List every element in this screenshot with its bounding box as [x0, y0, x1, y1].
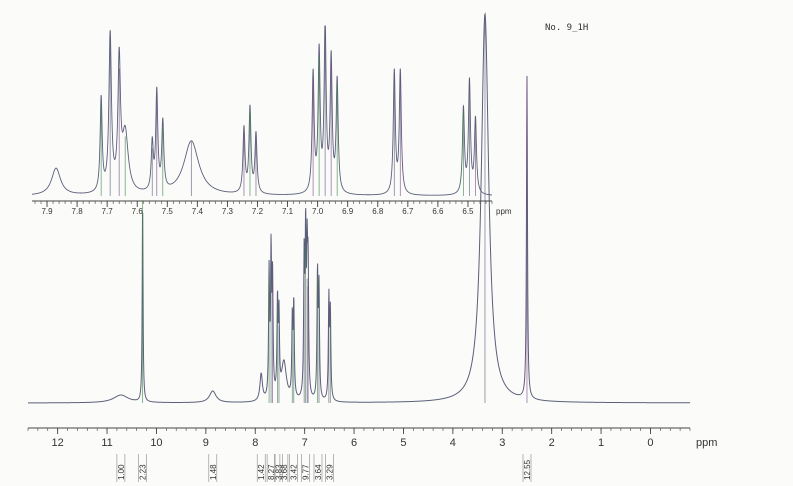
integral-value: 3.83 — [275, 464, 284, 480]
x-tick-label: 7.3 — [222, 207, 234, 216]
x-tick-label: 10 — [150, 437, 162, 449]
integral-marker: 3.42 — [288, 454, 298, 482]
x-tick-label: 11 — [101, 437, 112, 449]
x-tick-label: 7.1 — [282, 207, 294, 216]
x-tick-label: 0 — [647, 437, 653, 449]
x-tick-label: 6.6 — [432, 207, 444, 216]
integral-value: 9.77 — [302, 464, 311, 480]
x-tick-label: 8 — [252, 437, 258, 449]
x-tick-label: 7 — [302, 437, 308, 449]
integral-value: 1.00 — [117, 464, 126, 480]
integral-marker: 12.55 — [522, 454, 532, 482]
integral-value: 8.27 — [267, 464, 276, 480]
integral-value: 1.42 — [257, 464, 266, 480]
integral-value: 2.23 — [139, 464, 148, 480]
x-tick-label: 2 — [549, 437, 555, 449]
integral-marker: 3.64 — [313, 454, 323, 482]
x-tick-label: 7.6 — [132, 207, 144, 216]
x-tick-label: 3 — [499, 437, 505, 449]
x-tick-label: 4 — [450, 437, 456, 449]
integral-value: 3.29 — [325, 464, 334, 480]
x-tick-label: 9 — [203, 437, 209, 449]
x-tick-label: 7.9 — [41, 207, 53, 216]
integral-marker: 9.77 — [301, 454, 311, 482]
x-tick-label: 6.9 — [342, 207, 354, 216]
x-tick-label: 6.5 — [462, 207, 474, 216]
integral-value: 3.42 — [289, 464, 298, 480]
aromatic-expansion-inset: 7.9 7.8 7.7 7.6 7.5 7.4 7.3 7.2 7.1 7.0 6.9 6.8 6.7 6… — [31, 25, 512, 216]
x-tick-label: 6.8 — [372, 207, 384, 216]
integral-marker: 3.68 — [279, 454, 289, 482]
integral-value: 12.55 — [523, 459, 532, 480]
integral-marker: 3.83 — [274, 454, 284, 482]
integral-marker: 1.42 — [256, 454, 266, 482]
integral-value: 3.68 — [280, 464, 289, 480]
integral-value: 3.64 — [314, 464, 323, 480]
x-tick-label: 7.2 — [252, 207, 264, 216]
integral-marker: 2.23 — [138, 454, 148, 482]
integral-marker: 3.29 — [325, 454, 334, 482]
x-tick-label: 7.4 — [192, 207, 204, 216]
x-tick-label: 6 — [351, 437, 357, 449]
x-tick-label: 1 — [598, 437, 604, 449]
x-tick-label: 7.7 — [102, 207, 114, 216]
x-tick-label: 7.8 — [72, 207, 84, 216]
integral-value: 1.48 — [209, 464, 218, 480]
x-tick-label: 7.5 — [162, 207, 174, 216]
sample-label: No. 9_1H — [545, 23, 588, 33]
x-tick-label: 7.0 — [312, 207, 324, 216]
spectrum-trace — [28, 12, 690, 404]
integral-marker: 1.48 — [208, 454, 218, 482]
x-axis-label: ppm — [696, 437, 717, 449]
integral-marker: 1.00 — [116, 454, 126, 482]
integral-marker: 8.27 — [266, 454, 276, 482]
spectrum-trace — [31, 25, 493, 196]
x-tick-label: 6.7 — [402, 207, 414, 216]
x-axis-label: ppm — [496, 207, 512, 216]
x-tick-label: 12 — [52, 437, 64, 449]
x-tick-label: 5 — [400, 437, 406, 449]
